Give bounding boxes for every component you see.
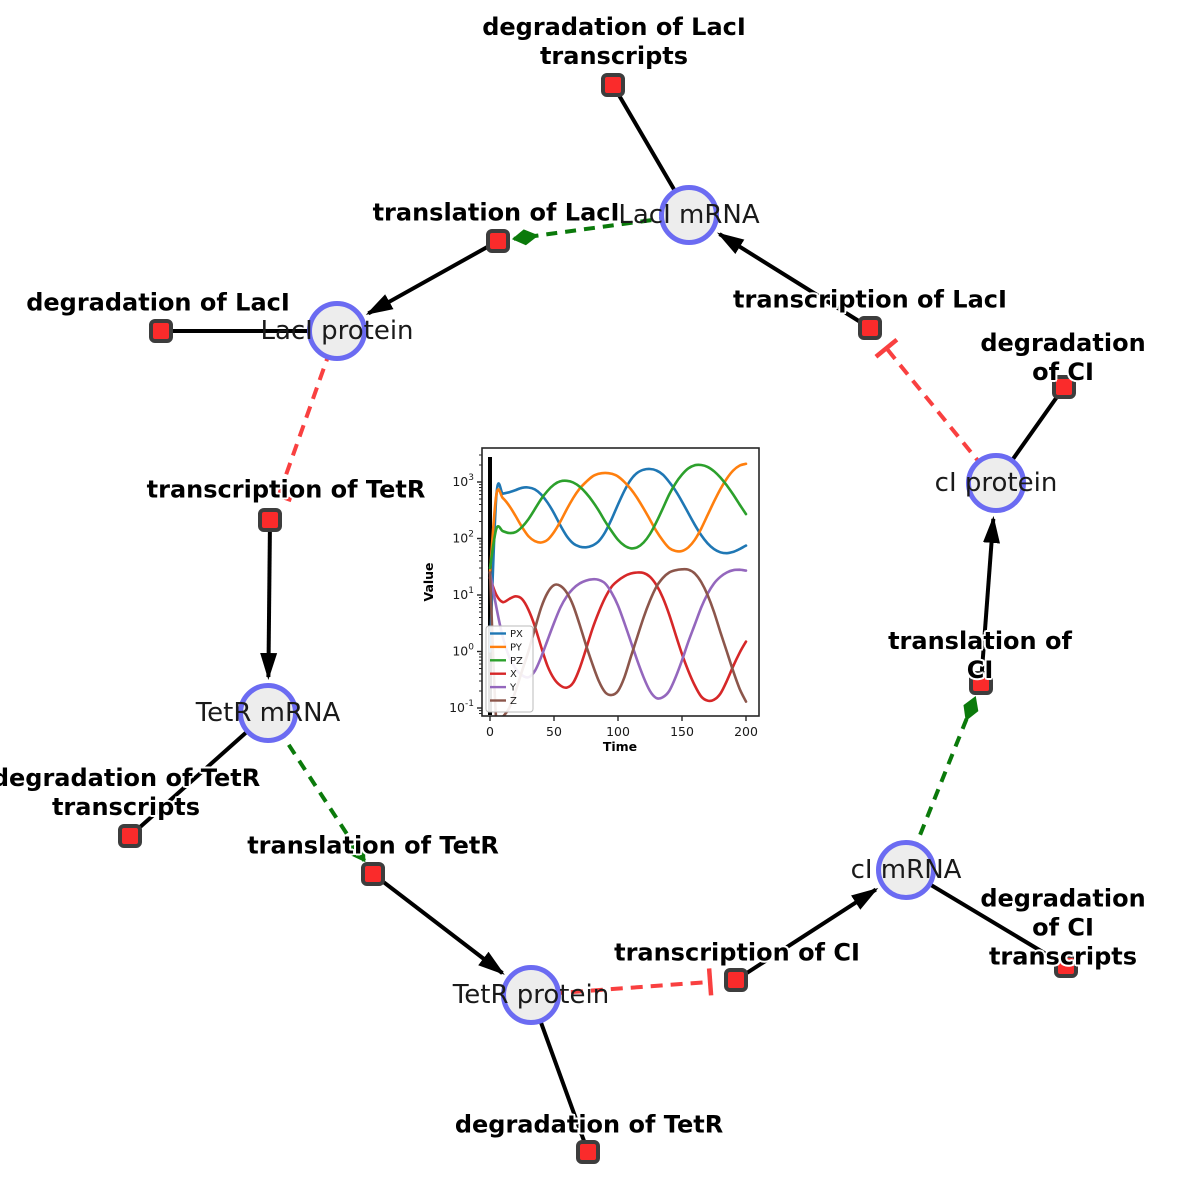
reaction-label-deg-ci-tr: degradation of CI transcripts: [980, 884, 1146, 971]
edge-tr-laci-to-laci-mrna[interactable]: [716, 232, 872, 330]
edge-tr-tetr-to-tetr-mrna[interactable]: [260, 519, 278, 680]
chart-series-PY: [488, 462, 748, 574]
chart-legend: PX PY PZ XYZ: [485, 625, 534, 713]
reaction-label-tr-ci: transcription of CI: [614, 938, 860, 967]
reaction-label-deg-laci-tr: degradation of LacI transcripts: [482, 13, 746, 70]
reaction-node-deg-laci[interactable]: [149, 319, 173, 343]
reaction-label-tr-tetr: transcription of TetR: [146, 475, 426, 504]
species-node-laci-mrna[interactable]: [659, 185, 719, 245]
chart-series-X: [488, 571, 748, 703]
species-label-ci-protein: cI protein: [934, 468, 1058, 498]
chart-legend-label-Z: Z: [510, 696, 517, 707]
reaction-label-transl-ci: translation of CI: [888, 627, 1072, 684]
species-node-ci-protein[interactable]: [966, 453, 1026, 513]
species-node-tetr-protein[interactable]: [501, 965, 561, 1025]
reaction-label-transl-laci: translation of LacI: [372, 198, 620, 227]
edge-transl-laci-to-laci-protein[interactable]: [365, 239, 499, 316]
reaction-node-deg-ci-tr[interactable]: [1054, 954, 1078, 978]
chart-x-tick-label: 50: [546, 724, 562, 739]
chart-legend-label-PZ: PZ: [510, 656, 523, 667]
species-label-ci-mrna: cI mRNA: [850, 855, 962, 885]
chart-x-axis-label: Time: [603, 739, 637, 754]
species-label-tetr-protein: TetR protein: [452, 980, 610, 1010]
species-label-laci-mrna: LacI mRNA: [618, 200, 760, 230]
edge-ci-mrna-to-transl-ci[interactable]: [904, 696, 979, 871]
edge-transl-tetr-to-tetr-protein[interactable]: [371, 872, 505, 975]
species-label-tetr-mrna: TetR mRNA: [195, 698, 341, 728]
chart-legend-label-PX: PX: [510, 629, 523, 640]
chart-legend-label-X: X: [510, 669, 517, 680]
species-node-laci-protein[interactable]: [307, 301, 367, 361]
chart-legend-label-PY: PY: [510, 642, 523, 653]
reaction-node-transl-laci[interactable]: [486, 229, 510, 253]
edge-tr-ci-to-ci-mrna[interactable]: [734, 887, 879, 982]
chart-x-tick-label: 100: [606, 724, 630, 739]
reaction-node-transl-ci[interactable]: [969, 671, 993, 695]
reaction-node-tr-ci[interactable]: [724, 968, 748, 992]
reaction-node-tr-laci[interactable]: [858, 316, 882, 340]
chart-x-tick-label: 150: [670, 724, 694, 739]
species-label-laci-protein: LacI protein: [260, 316, 414, 346]
edge-tetr-mrna-to-deg-tetr-tr[interactable]: [128, 711, 270, 838]
reaction-label-deg-tetr-tr: degradation of TetR transcripts: [0, 764, 261, 821]
reaction-node-deg-ci[interactable]: [1052, 375, 1076, 399]
reaction-label-transl-tetr: translation of TetR: [247, 831, 499, 860]
reaction-label-deg-ci: degradation of CI: [980, 329, 1146, 386]
reaction-label-deg-laci: degradation of LacI: [26, 288, 290, 317]
edge-ci-mrna-to-deg-ci-tr[interactable]: [904, 868, 1068, 968]
reaction-node-deg-tetr[interactable]: [576, 1140, 600, 1164]
chart-series-PZ: [488, 463, 748, 570]
chart-y-axis-label: Value: [421, 562, 436, 601]
chart-y-tick-label: 10-1: [449, 699, 474, 715]
species-node-ci-mrna[interactable]: [876, 840, 936, 900]
chart-y-tick-label: 101: [452, 586, 474, 602]
chart-series-PX: [488, 467, 748, 653]
reaction-label-deg-tetr: degradation of TetR: [454, 1110, 724, 1139]
chart-x-tick-label: 200: [734, 724, 758, 739]
chart-y-tick-label: 103: [452, 473, 474, 489]
edge-transl-ci-to-ci-protein[interactable]: [979, 515, 1000, 684]
reaction-node-tr-tetr[interactable]: [258, 508, 282, 532]
reaction-node-deg-laci-tr[interactable]: [601, 73, 625, 97]
chart-legend-label-Y: Y: [509, 683, 517, 694]
reaction-label-tr-laci: transcription of LacI: [733, 285, 1007, 314]
chart-y-tick-label: 102: [452, 530, 474, 546]
chart-x-tick-label: 0: [486, 724, 494, 739]
reaction-node-transl-tetr[interactable]: [361, 862, 385, 886]
species-node-tetr-mrna[interactable]: [238, 683, 298, 743]
chart-y-tick-label: 100: [452, 643, 474, 659]
reaction-node-deg-tetr-tr[interactable]: [118, 824, 142, 848]
chart-axes-frame: [481, 447, 760, 717]
